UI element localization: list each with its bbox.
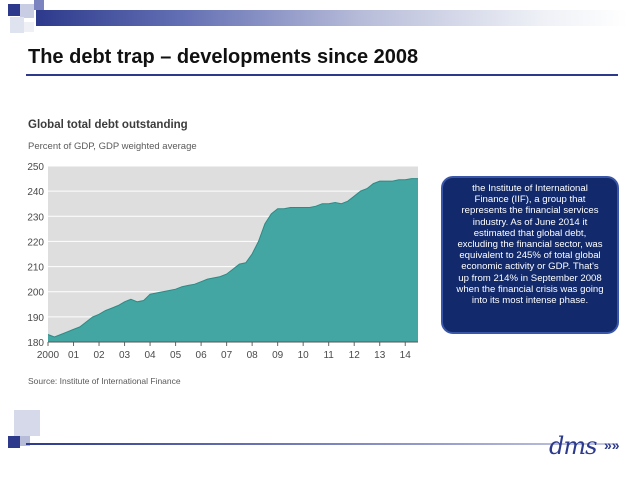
header-gradient-band	[36, 10, 628, 26]
slide-title: The debt trap – developments since 2008	[28, 46, 419, 68]
decor-square-2	[20, 4, 34, 18]
decor-square-3	[34, 0, 44, 10]
y-tick-label: 180	[27, 338, 44, 349]
x-tick-label: 02	[93, 350, 105, 361]
y-tick-label: 250	[27, 162, 44, 173]
x-tick-label: 13	[374, 350, 386, 361]
decor-square-7	[8, 436, 20, 448]
footer-rule	[26, 443, 618, 445]
decor-square-5	[24, 22, 34, 32]
logo-arrows-icon: »»	[604, 437, 620, 453]
y-tick-label: 240	[27, 187, 44, 198]
x-tick-label: 08	[247, 350, 259, 361]
y-tick-label: 210	[27, 263, 44, 274]
x-tick-label: 10	[298, 350, 310, 361]
x-tick-label: 03	[119, 350, 131, 361]
chart-subtitle: Percent of GDP, GDP weighted average	[28, 141, 197, 152]
callout-text: the Institute of International Finance (…	[456, 183, 604, 307]
x-tick-label: 05	[170, 350, 182, 361]
chart-source: Source: Institute of International Finan…	[28, 376, 181, 386]
dms-logo: dms	[549, 432, 597, 460]
chart-title: Global total debt outstanding	[28, 119, 188, 131]
x-tick-label: 2000	[37, 350, 60, 361]
x-tick-label: 14	[400, 350, 412, 361]
x-tick-label: 11	[323, 350, 334, 361]
decor-square-8	[20, 436, 30, 446]
x-tick-label: 07	[221, 350, 233, 361]
y-tick-label: 220	[27, 237, 44, 248]
decor-square-6	[14, 410, 40, 436]
decor-square-4	[10, 17, 24, 33]
callout-box: the Institute of International Finance (…	[441, 176, 619, 334]
x-tick-label: 04	[145, 350, 157, 361]
debt-line	[47, 178, 418, 338]
x-tick-label: 01	[68, 350, 80, 361]
y-tick-label: 200	[27, 288, 44, 299]
y-tick-label: 190	[27, 313, 44, 324]
decor-square-1	[8, 4, 20, 16]
y-tick-label: 230	[27, 212, 44, 223]
x-tick-label: 12	[349, 350, 361, 361]
x-tick-label: 09	[272, 350, 284, 361]
x-tick-label: 06	[196, 350, 208, 361]
title-underline	[26, 74, 618, 76]
